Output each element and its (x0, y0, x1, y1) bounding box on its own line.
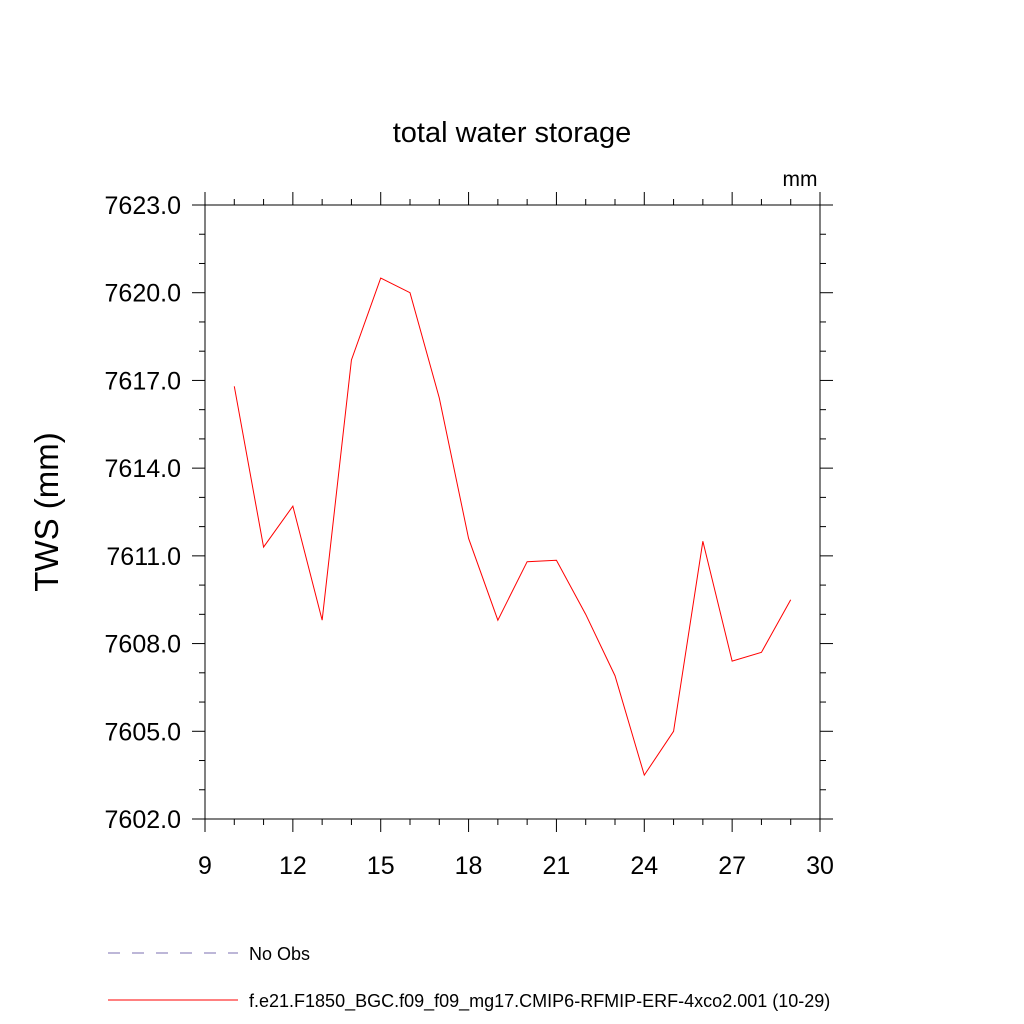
y-tick-label: 7608.0 (105, 631, 181, 659)
series-layer (233, 277, 792, 777)
legend: No Obs f.e21.F1850_BGC.f09_f09_mg17.CMIP… (108, 944, 830, 1012)
x-tick-label: 12 (279, 852, 307, 880)
y-axis-label: TWS (mm) (28, 432, 65, 591)
y-tick-labels: 7602.0 7605.0 7608.0 7611.0 7614.0 7617.0 7620… (105, 192, 181, 834)
y-tick-label: 7620.0 (105, 280, 181, 308)
legend-label-no-obs: No Obs (249, 944, 310, 964)
x-tick-label: 30 (806, 852, 834, 880)
y-tick-label: 7602.0 (105, 806, 181, 834)
y-tick-label: 7623.0 (105, 192, 181, 220)
y-tick-label: 7611.0 (106, 543, 181, 571)
x-tick-labels: 9 12 15 18 21 24 27 30 (198, 852, 834, 880)
x-tick-label: 21 (543, 852, 571, 880)
x-tick-label: 9 (198, 852, 212, 880)
axis-ticks (192, 192, 833, 832)
y-tick-label: 7614.0 (105, 455, 181, 483)
x-tick-label: 27 (718, 852, 746, 880)
chart-title: total water storage (393, 117, 632, 149)
units-label: mm (783, 168, 818, 191)
legend-label-model-run: f.e21.F1850_BGC.f09_f09_mg17.CMIP6-RFMIP… (249, 991, 830, 1012)
y-tick-label: 7605.0 (105, 718, 181, 746)
x-tick-label: 18 (455, 852, 483, 880)
plot-frame (204, 204, 821, 820)
x-tick-label: 15 (367, 852, 395, 880)
y-tick-label: 7617.0 (105, 367, 181, 395)
series-line (233, 277, 792, 777)
x-tick-label: 24 (630, 852, 658, 880)
